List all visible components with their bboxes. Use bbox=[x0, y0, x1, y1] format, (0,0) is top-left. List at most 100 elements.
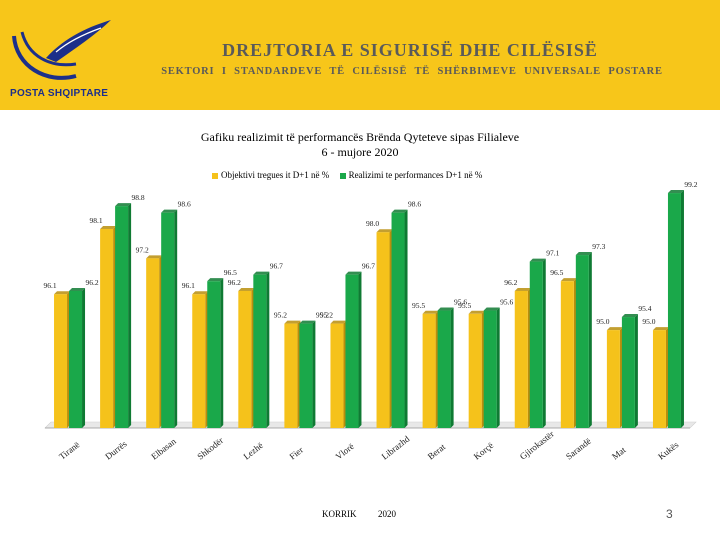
bar-top-s2-1 bbox=[115, 203, 132, 207]
bar-s2-Vlorë bbox=[345, 274, 359, 428]
bar-side-s2-9 bbox=[496, 307, 500, 428]
bar-side-s2-3 bbox=[220, 278, 224, 428]
bar-top-s2-12 bbox=[621, 314, 638, 318]
bar-top-s2-4 bbox=[253, 271, 270, 275]
category-label-10: Gjirokastër bbox=[518, 429, 556, 462]
value-label-s1-9: 95.5 bbox=[458, 301, 471, 310]
bar-top-s1-10 bbox=[514, 287, 531, 291]
value-label-s2-12: 95.4 bbox=[638, 304, 651, 313]
value-label-s2-0: 96.2 bbox=[85, 278, 98, 287]
bar-s2-Berat bbox=[437, 310, 451, 428]
category-label-9: Korçë bbox=[472, 440, 495, 461]
bar-side-s2-2 bbox=[174, 209, 178, 428]
footer-year: 2020 bbox=[378, 509, 396, 519]
category-label-1: Durrës bbox=[103, 438, 129, 461]
bar-s2-Dibër bbox=[391, 212, 405, 428]
posta-logo-icon bbox=[12, 20, 111, 80]
value-label-s2-6: 96.7 bbox=[362, 262, 375, 271]
bar-s2-Fier bbox=[299, 323, 313, 428]
bar-s1-Lezhë bbox=[238, 290, 252, 428]
bar-top-s2-7 bbox=[391, 209, 408, 213]
value-label-s2-5: 95.2 bbox=[316, 311, 329, 320]
chart-title-line2: 6 - mujore 2020 bbox=[321, 145, 399, 159]
bar-s1-Fier bbox=[284, 323, 298, 428]
value-label-s2-9: 95.6 bbox=[500, 298, 513, 307]
value-label-s2-2: 98.6 bbox=[178, 200, 191, 209]
category-label-0: Tiranë bbox=[57, 439, 81, 461]
value-label-s2-7: 98.6 bbox=[408, 200, 421, 209]
legend-label-realization: Realizimi te performances D+1 në % bbox=[348, 170, 483, 180]
bar-side-s2-10 bbox=[542, 258, 546, 428]
category-label-3: Shkodër bbox=[195, 435, 225, 461]
value-label-s1-7: 98.0 bbox=[366, 219, 379, 228]
value-label-s2-10: 97.1 bbox=[546, 249, 559, 258]
value-label-s1-8: 95.5 bbox=[412, 301, 425, 310]
bar-s1-Dibër bbox=[376, 232, 390, 428]
page-title: DREJTORIA E SIGURISË DHE CILËSISË bbox=[222, 40, 598, 60]
bar-top-s1-2 bbox=[146, 255, 163, 259]
chart-legend: Objektivi tregues it D+1 në % Realizimi … bbox=[212, 170, 490, 180]
value-label-s2-1: 98.8 bbox=[132, 193, 145, 202]
category-label-11: Sarandë bbox=[564, 436, 593, 462]
bar-top-s2-8 bbox=[437, 307, 454, 311]
value-label-s1-5: 95.2 bbox=[274, 311, 287, 320]
bar-side-s2-13 bbox=[680, 190, 684, 428]
bar-top-s2-11 bbox=[575, 252, 592, 256]
value-label-s1-3: 96.1 bbox=[182, 281, 195, 290]
bar-s2-Gjirokastër bbox=[529, 261, 543, 428]
bar-side-s2-4 bbox=[266, 271, 270, 428]
value-label-s1-11: 96.5 bbox=[550, 268, 563, 277]
value-label-s1-10: 96.2 bbox=[504, 278, 517, 287]
page-number: 3 bbox=[666, 507, 673, 521]
bar-s2-Sarandë bbox=[575, 255, 589, 428]
chart-title-line1: Gafiku realizimit të performancës Brënda… bbox=[200, 130, 520, 144]
value-label-s2-8: 95.6 bbox=[454, 298, 467, 307]
value-label-s2-11: 97.3 bbox=[592, 242, 605, 251]
bar-top-s1-13 bbox=[652, 327, 669, 331]
bar-s1-Vlorë bbox=[330, 323, 344, 428]
value-label-s1-1: 98.1 bbox=[90, 216, 103, 225]
value-label-s1-13: 95.0 bbox=[642, 317, 655, 326]
legend-item-realization: Realizimi te performances D+1 në % bbox=[339, 170, 483, 180]
category-label-7: Librazhd bbox=[380, 433, 412, 461]
category-label-12: Mat bbox=[610, 444, 628, 461]
bar-side-s2-5 bbox=[312, 320, 316, 428]
bar-top-s1-8 bbox=[422, 310, 439, 314]
bar-top-s2-5 bbox=[299, 320, 316, 324]
bar-s1-Tiranë bbox=[54, 294, 68, 428]
bar-s2-Librazhd bbox=[667, 193, 681, 428]
bar-side-s2-7 bbox=[404, 209, 408, 428]
bar-side-s2-11 bbox=[588, 252, 592, 428]
bar-top-s2-9 bbox=[483, 307, 500, 311]
bar-s1-Durrës bbox=[100, 228, 114, 428]
bar-top-s1-4 bbox=[238, 287, 255, 291]
bar-top-s1-12 bbox=[606, 327, 623, 331]
bar-top-s1-7 bbox=[376, 229, 393, 233]
bar-s2-Elbasan bbox=[161, 212, 175, 428]
bar-top-s1-3 bbox=[192, 291, 209, 295]
category-label-5: Fier bbox=[287, 445, 305, 462]
category-label-2: Elbasan bbox=[149, 436, 178, 462]
bar-side-s2-0 bbox=[82, 287, 86, 428]
bar-top-s2-2 bbox=[161, 209, 178, 213]
value-label-s2-3: 96.5 bbox=[224, 268, 237, 277]
legend-item-objective: Objektivi tregues it D+1 në % bbox=[212, 170, 329, 180]
category-label-13: Kukës bbox=[656, 439, 681, 461]
bar-top-s2-6 bbox=[345, 271, 362, 275]
bar-s2-Korçë bbox=[483, 310, 497, 428]
bar-top-s1-5 bbox=[284, 320, 301, 324]
chart-floor bbox=[44, 421, 697, 429]
category-label-8: Berat bbox=[426, 441, 448, 461]
bar-s1-Elbasan bbox=[146, 258, 160, 428]
bar-top-s1-11 bbox=[560, 278, 577, 282]
value-label-s2-13: 99.2 bbox=[684, 180, 697, 189]
bar-top-s1-1 bbox=[100, 225, 117, 229]
category-label-6: Vlorë bbox=[334, 441, 356, 462]
category-label-4: Lezhë bbox=[241, 440, 264, 461]
value-label-s1-6: 95.2 bbox=[320, 311, 333, 320]
bar-top-s1-6 bbox=[330, 320, 347, 324]
chart-title: Gafiku realizimit të performancës Brënda… bbox=[100, 130, 620, 160]
bar-top-s2-10 bbox=[529, 258, 546, 262]
bar-side-s2-12 bbox=[634, 314, 638, 428]
